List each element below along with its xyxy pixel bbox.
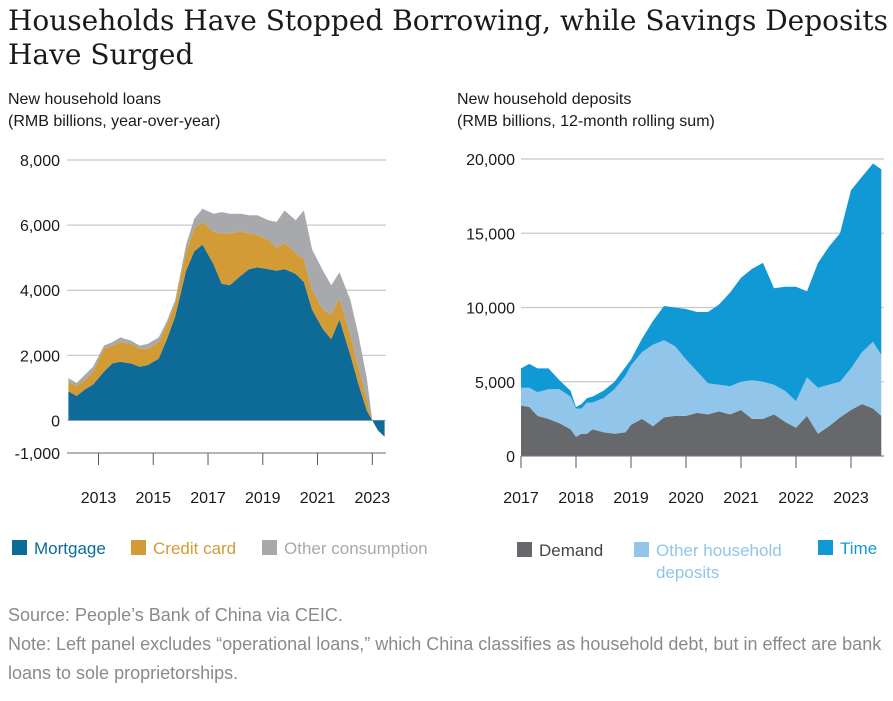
left-y-tick-label: 6,000	[20, 218, 60, 235]
left-x-tick-label: 2013	[81, 490, 117, 507]
left-y-tick-label: 8,000	[20, 153, 60, 170]
left-x-tick-label: 2021	[300, 490, 336, 507]
right-y-tick-label: 15,000	[466, 226, 515, 243]
legend-swatch-time	[818, 540, 833, 555]
left-area-credit-card	[68, 221, 385, 421]
legend-swatch-other-household-deposits	[634, 542, 649, 557]
left-y-tick-label: 0	[51, 413, 60, 430]
left-x-tick-label: 2017	[190, 490, 226, 507]
legend-label-demand: Demand	[539, 541, 603, 560]
right-panel-chart: 20,000 15,000 10,000 5,000 0 2017 2018 2019 2020…	[466, 152, 884, 507]
right-x-tick-label: 2018	[558, 490, 594, 507]
right-y-tick-label: 20,000	[466, 152, 515, 169]
right-x-tick-label: 2020	[668, 490, 704, 507]
legend-swatch-credit-card	[131, 540, 146, 555]
right-y-tick-label: 0	[506, 449, 515, 466]
right-x-tick-label: 2021	[723, 490, 759, 507]
legend-label-credit-card: Credit card	[153, 539, 236, 558]
legend-label-mortgage: Mortgage	[34, 539, 106, 558]
left-panel-title: New household loans (RMB billions, year-…	[8, 89, 221, 133]
right-y-tick-label: 10,000	[466, 301, 515, 318]
right-panel-title-line1: New household deposits	[457, 91, 632, 108]
left-panel-title-line1: New household loans	[8, 91, 161, 108]
left-y-tick-label: -1,000	[15, 446, 60, 463]
legend-swatch-demand	[517, 542, 532, 557]
left-area-mortgage	[68, 244, 385, 437]
left-y-tick-label: 4,000	[20, 283, 60, 300]
right-y-tick-label: 5,000	[475, 375, 515, 392]
legend-label-other-household-deposits: Other household deposits	[656, 541, 782, 582]
right-x-tick-label: 2019	[613, 490, 649, 507]
left-area-other-consumption	[68, 208, 385, 421]
left-panel-chart: 8,000 6,000 4,000 2,000 0 -1,000 2013 2015 2017 2…	[15, 153, 391, 507]
left-x-tick-label: 2019	[245, 490, 281, 507]
source-note: Source: People’s Bank of China via CEIC.	[8, 605, 343, 625]
right-area-demand	[521, 404, 882, 456]
left-x-tick-label: 2023	[355, 490, 391, 507]
legend-label-other-consumption: Other consumption	[284, 539, 428, 558]
left-y-tick-label: 2,000	[20, 348, 60, 365]
footnote: Note: Left panel excludes “operational l…	[8, 634, 882, 683]
right-x-tick-label: 2017	[503, 490, 539, 507]
legend-swatch-other-consumption	[262, 540, 277, 555]
right-area-other-household-deposits	[521, 340, 882, 437]
right-panel-title-line2: (RMB billions, 12-month rolling sum)	[457, 113, 715, 130]
right-panel-title: New household deposits (RMB billions, 12…	[457, 89, 715, 133]
chart-title: Households Have Stopped Borrowing, while…	[8, 4, 888, 71]
right-x-tick-label: 2022	[778, 490, 814, 507]
right-x-tick-label: 2023	[833, 490, 869, 507]
legend-label-time: Time	[840, 539, 877, 558]
left-panel-title-line2: (RMB billions, year-over-year)	[8, 113, 221, 130]
legends: Mortgage Credit card Other consumption Dema…	[12, 539, 877, 582]
left-x-tick-label: 2015	[135, 490, 171, 507]
legend-swatch-mortgage	[12, 540, 27, 555]
right-area-time	[521, 163, 882, 409]
